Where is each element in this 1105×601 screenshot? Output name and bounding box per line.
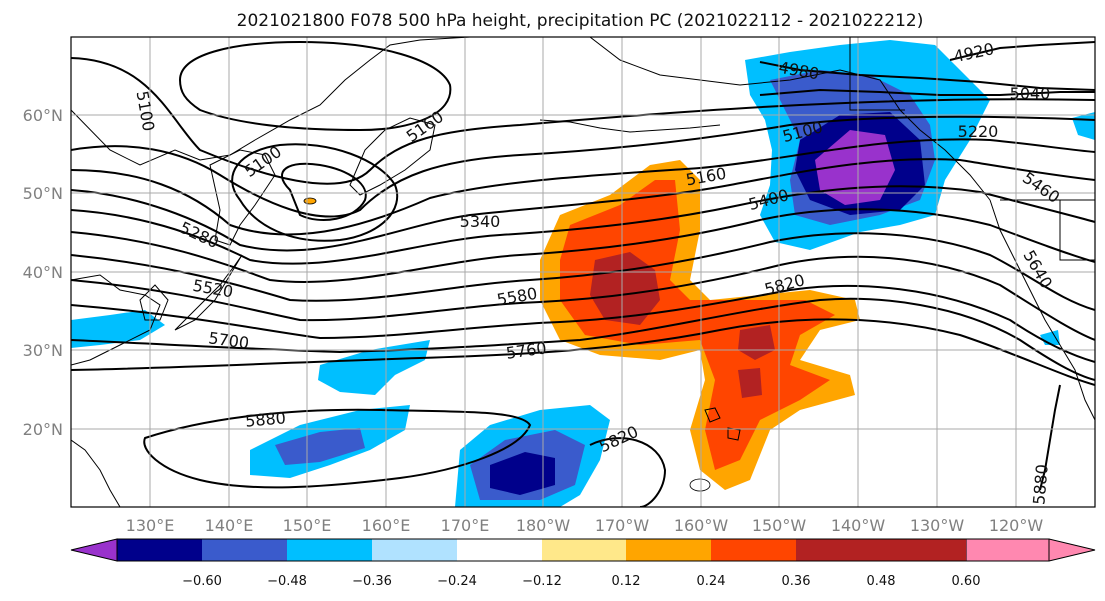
colorbar-label: −0.48 <box>267 574 307 589</box>
precip-shading <box>71 40 1095 507</box>
contour-line <box>71 232 1095 311</box>
shade-west-light-a <box>318 340 430 395</box>
shade-japan-light <box>71 310 165 348</box>
colorbar-label: 0.24 <box>697 574 726 589</box>
colorbar-segment <box>881 539 966 561</box>
coast-china <box>71 274 161 366</box>
colorbar-label: 0.36 <box>782 574 811 589</box>
contour-line <box>759 61 1095 91</box>
contour-line <box>71 158 1095 252</box>
shade-subtropic-dark-a <box>738 325 775 360</box>
contour-label: 5220 <box>958 122 999 141</box>
contour-label: 5880 <box>244 408 286 430</box>
lat-tick-label: 60°N <box>23 106 63 125</box>
colorbar-segment <box>796 539 881 561</box>
lon-tick-label: 140°E <box>205 516 254 535</box>
colorbar-label: 0.48 <box>867 574 896 589</box>
contour-line <box>71 185 1095 265</box>
colorbar-label: 0.12 <box>612 574 641 589</box>
colorbar-arrow-left <box>70 538 118 562</box>
contour-line <box>71 115 1095 218</box>
coast-aleutians <box>539 119 721 133</box>
colorbar-label: 0.60 <box>952 574 981 589</box>
colorbar-label: −0.60 <box>182 574 222 589</box>
colorbar-frame <box>116 538 1050 562</box>
lon-tick-label: 180°W <box>516 516 571 535</box>
contour-line <box>71 318 1095 386</box>
lon-tick-label: 160°E <box>362 516 411 535</box>
lon-tick-label: 130°E <box>126 516 175 535</box>
lon-tick-label: 120°W <box>989 516 1044 535</box>
colorbar-label: −0.24 <box>437 574 477 589</box>
coast-southeast-asia <box>71 439 121 507</box>
shade-south-dark <box>490 452 555 495</box>
lat-tick-label: 50°N <box>23 184 63 203</box>
coast-siberia <box>71 37 471 166</box>
colorbar-segment <box>626 539 711 561</box>
lat-tick-label: 20°N <box>23 420 63 439</box>
lon-tick-label: 130°W <box>910 516 965 535</box>
lon-tick-label: 150°E <box>283 516 332 535</box>
lat-tick-label: 40°N <box>23 263 63 282</box>
map-frame <box>70 36 1096 508</box>
colorbar-segment <box>202 539 287 561</box>
shade-subtropic-dark-b <box>738 368 762 398</box>
contour-line <box>589 437 667 507</box>
lon-tick-label: 160°W <box>674 516 729 535</box>
contour-line <box>949 41 1095 61</box>
colorbar-segment <box>117 539 202 561</box>
colorbar: −0.60 −0.48 −0.36 −0.24 −0.12 0.12 0.24 … <box>70 538 1096 589</box>
hawaii-blob <box>689 478 711 492</box>
lon-tick-label: 170°W <box>595 516 650 535</box>
colorbar-segment <box>711 539 796 561</box>
coast-alaska <box>589 37 991 201</box>
lon-tick-label: 150°W <box>752 516 807 535</box>
contour-line <box>143 408 532 489</box>
colorbar-arrow-right <box>965 538 1096 562</box>
shade-west-mid-b <box>275 428 365 465</box>
lon-tick-label: 170°E <box>441 516 490 535</box>
contour-line <box>71 284 1095 363</box>
colorbar-label: −0.36 <box>352 574 392 589</box>
colorbar-segment <box>542 539 626 561</box>
map-title: 2021021800 F078 500 hPa height, precipit… <box>237 11 924 31</box>
contour-label: 5040 <box>1010 84 1051 103</box>
coast-kamchatka <box>349 117 436 196</box>
contour-label: 5340 <box>460 212 501 231</box>
contour-line <box>759 88 1095 96</box>
contour-line <box>178 40 452 132</box>
contour-line <box>280 162 367 221</box>
lat-axis: 60°N 50°N 40°N 30°N 20°N <box>23 106 63 439</box>
colorbar-label: −0.12 <box>522 574 562 589</box>
contour-line <box>71 57 1095 185</box>
lat-tick-label: 30°N <box>23 341 63 360</box>
contour-line <box>71 208 1095 284</box>
graticule <box>71 37 1095 507</box>
closed-low-marker <box>303 197 317 205</box>
coast-korea <box>139 284 169 321</box>
contour-line <box>71 138 1095 236</box>
contour-line <box>1039 384 1061 491</box>
contour-line <box>231 143 399 242</box>
lon-axis: 130°E 140°E 150°E 160°E 170°E 180°W 170°… <box>126 516 1044 535</box>
coast-north-america <box>989 199 1095 421</box>
lon-tick-label: 140°W <box>831 516 886 535</box>
shade-north-pacific-dark <box>590 252 660 325</box>
contour-label: 5880 <box>1029 463 1051 505</box>
colorbar-segment <box>372 539 457 561</box>
colorbar-segment <box>457 539 542 561</box>
colorbar-segment <box>287 539 372 561</box>
